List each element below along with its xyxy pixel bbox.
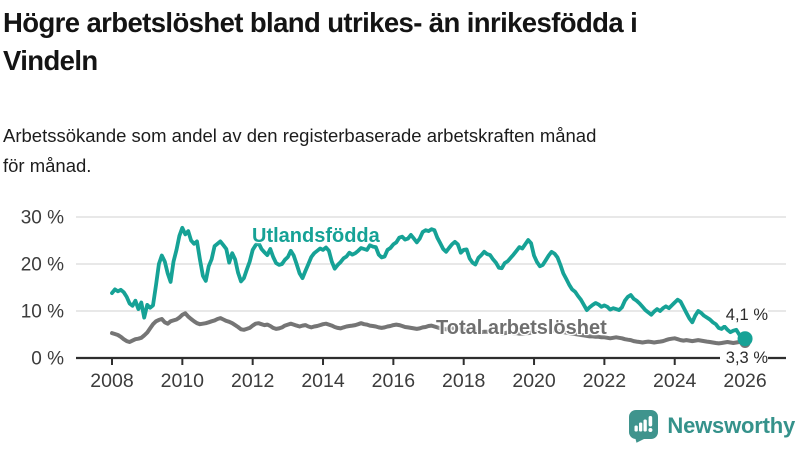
end-value-utlandsfodda: 4,1 %	[720, 305, 768, 325]
x-axis-label: 2014	[301, 370, 345, 392]
series-label-utlandsfodda: Utlandsfödda	[252, 225, 380, 247]
x-axis-label: 2016	[372, 370, 415, 392]
y-axis-label: 20 %	[21, 255, 64, 276]
end-value-total: 3,3 %	[720, 348, 768, 368]
series-label-total: Total arbetslöshet	[436, 317, 607, 339]
x-axis-label: 2018	[442, 370, 485, 392]
page-title: Högre arbetslöshet bland utrikes- än inr…	[3, 7, 638, 76]
newsworthy-wordmark: Newsworthy	[667, 413, 795, 438]
end-dot-utlandsfodda	[737, 331, 753, 347]
x-axis-label: 2008	[90, 370, 133, 392]
x-axis-label: 2026	[723, 370, 766, 392]
newsworthy-logo-icon	[629, 410, 659, 443]
unemployment-line-chart: 0 % 10 % 20 % 30 % 2008 2010 2012 2014 2016 2018 2…	[21, 208, 786, 392]
series-line-total	[110, 311, 748, 346]
x-axis-label: 2012	[231, 370, 274, 392]
y-axis-label: 30 %	[21, 208, 64, 229]
newsworthy-brand: Newsworthy	[628, 408, 795, 444]
series-line-utlandsfodda	[110, 225, 747, 341]
x-axis-label: 2010	[161, 370, 205, 392]
x-axis-label: 2024	[653, 370, 697, 392]
x-axis-label: 2022	[583, 370, 626, 392]
x-axis-label: 2020	[512, 370, 556, 392]
chart-subtitle: Arbetssökande som andel av den registerb…	[3, 125, 597, 176]
y-axis-label: 0 %	[31, 349, 64, 370]
y-axis-label: 10 %	[21, 302, 64, 323]
